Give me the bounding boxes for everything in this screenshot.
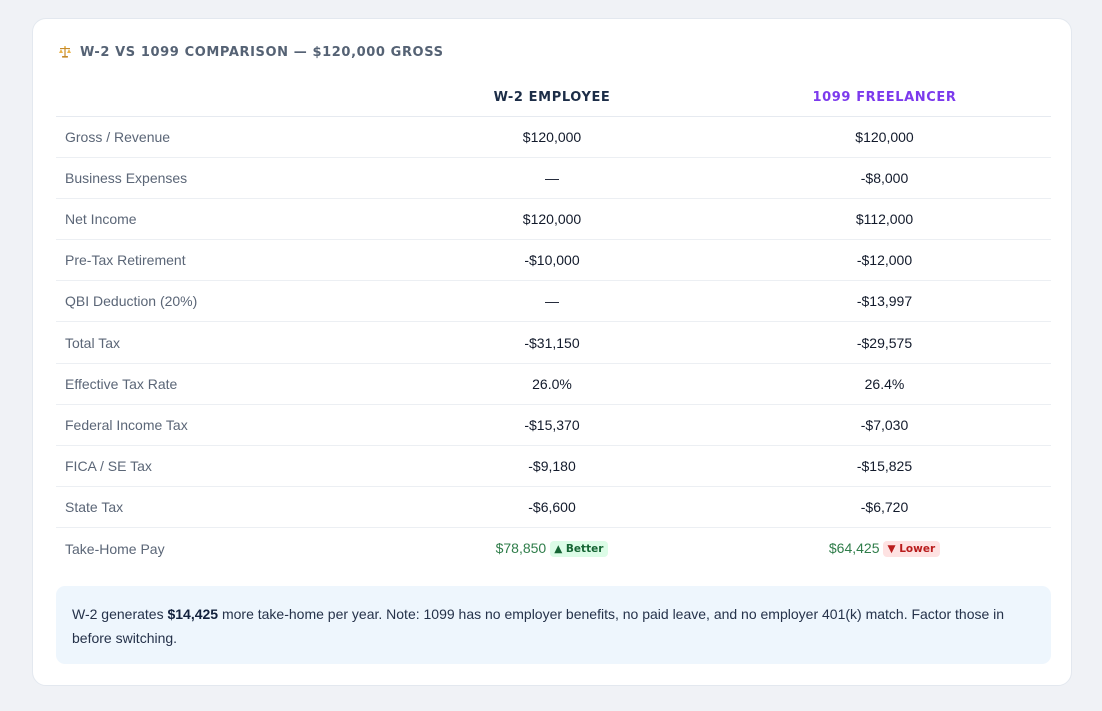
- table-row: Federal Income Tax -$15,370 -$7,030: [56, 404, 1051, 447]
- note-suffix: more take-home per year. Note: 1099 has …: [72, 606, 1005, 646]
- table-row: Business Expenses — -$8,000: [56, 157, 1051, 199]
- summary-note: W-2 generates $14,425 more take-home per…: [56, 586, 1051, 664]
- row-label: QBI Deduction (20%): [56, 280, 386, 323]
- row-label: State Tax: [56, 486, 386, 529]
- 1099-value: -$6,720: [718, 486, 1051, 529]
- 1099-value: $120,000: [718, 116, 1051, 158]
- w2-value: -$6,600: [386, 486, 718, 529]
- comparison-card: W-2 VS 1099 COMPARISON — $120,000 GROSS …: [32, 18, 1072, 686]
- 1099-value: -$7,030: [718, 404, 1051, 447]
- w2-value: —: [386, 157, 718, 199]
- better-badge: ▲ Better: [550, 541, 609, 558]
- w2-value: -$9,180: [386, 445, 718, 488]
- comparison-table: W-2 EMPLOYEE 1099 FREELANCER Gross / Rev…: [56, 79, 1051, 569]
- note-amount: $14,425: [167, 606, 219, 622]
- header-w2-employee: W-2 EMPLOYEE: [386, 79, 718, 117]
- take-home-label: Take-Home Pay: [65, 540, 165, 557]
- w2-take-home-cell: $78,850 ▲ Better: [386, 528, 718, 569]
- 1099-value: $112,000: [718, 198, 1051, 241]
- take-home-row: Take-Home Pay $78,850 ▲ Better $64,425 ▼ L…: [56, 528, 1051, 569]
- 1099-value: -$29,575: [718, 321, 1051, 364]
- scales-icon: [57, 44, 73, 60]
- w2-value: $120,000: [386, 198, 718, 241]
- table-row: FICA / SE Tax -$9,180 -$15,825: [56, 445, 1051, 488]
- lower-badge: ▼ Lower: [883, 541, 941, 558]
- row-label: Net Income: [56, 198, 386, 241]
- card-title: W-2 VS 1099 COMPARISON — $120,000 GROSS: [80, 44, 444, 60]
- table-row: State Tax -$6,600 -$6,720: [56, 486, 1051, 529]
- table-row: QBI Deduction (20%) — -$13,997: [56, 280, 1051, 323]
- row-label: Total Tax: [56, 321, 386, 364]
- row-label: Gross / Revenue: [56, 116, 386, 158]
- 1099-value: 26.4%: [718, 363, 1051, 405]
- w2-value: $120,000: [386, 116, 718, 158]
- card-header: W-2 VS 1099 COMPARISON — $120,000 GROSS: [57, 44, 444, 60]
- note-prefix: W-2 generates: [72, 606, 168, 622]
- row-label: Effective Tax Rate: [56, 363, 386, 405]
- 1099-value: -$12,000: [718, 239, 1051, 282]
- 1099-value: -$8,000: [718, 157, 1051, 199]
- w2-value: -$10,000: [386, 239, 718, 282]
- table-row: Effective Tax Rate 26.0% 26.4%: [56, 363, 1051, 405]
- row-label: Pre-Tax Retirement: [56, 239, 386, 282]
- table-row: Gross / Revenue $120,000 $120,000: [56, 116, 1051, 158]
- 1099-take-home-value: $64,425: [828, 540, 880, 557]
- 1099-take-home-cell: $64,425 ▼ Lower: [718, 528, 1051, 569]
- row-label: Federal Income Tax: [56, 404, 386, 447]
- table-row: Total Tax -$31,150 -$29,575: [56, 321, 1051, 364]
- w2-value: -$15,370: [386, 404, 718, 447]
- table-header-row: W-2 EMPLOYEE 1099 FREELANCER: [56, 79, 1051, 117]
- table-row: Pre-Tax Retirement -$10,000 -$12,000: [56, 239, 1051, 282]
- row-label: Business Expenses: [56, 157, 386, 199]
- w2-value: 26.0%: [386, 363, 718, 405]
- w2-value: —: [386, 280, 718, 323]
- header-1099-freelancer: 1099 FREELANCER: [718, 79, 1051, 117]
- w2-value: -$31,150: [386, 321, 718, 364]
- 1099-value: -$13,997: [718, 280, 1051, 323]
- row-label: FICA / SE Tax: [56, 445, 386, 488]
- header-label-column: [56, 79, 386, 117]
- table-row: Net Income $120,000 $112,000: [56, 198, 1051, 241]
- w2-take-home-value: $78,850: [495, 540, 547, 557]
- 1099-value: -$15,825: [718, 445, 1051, 488]
